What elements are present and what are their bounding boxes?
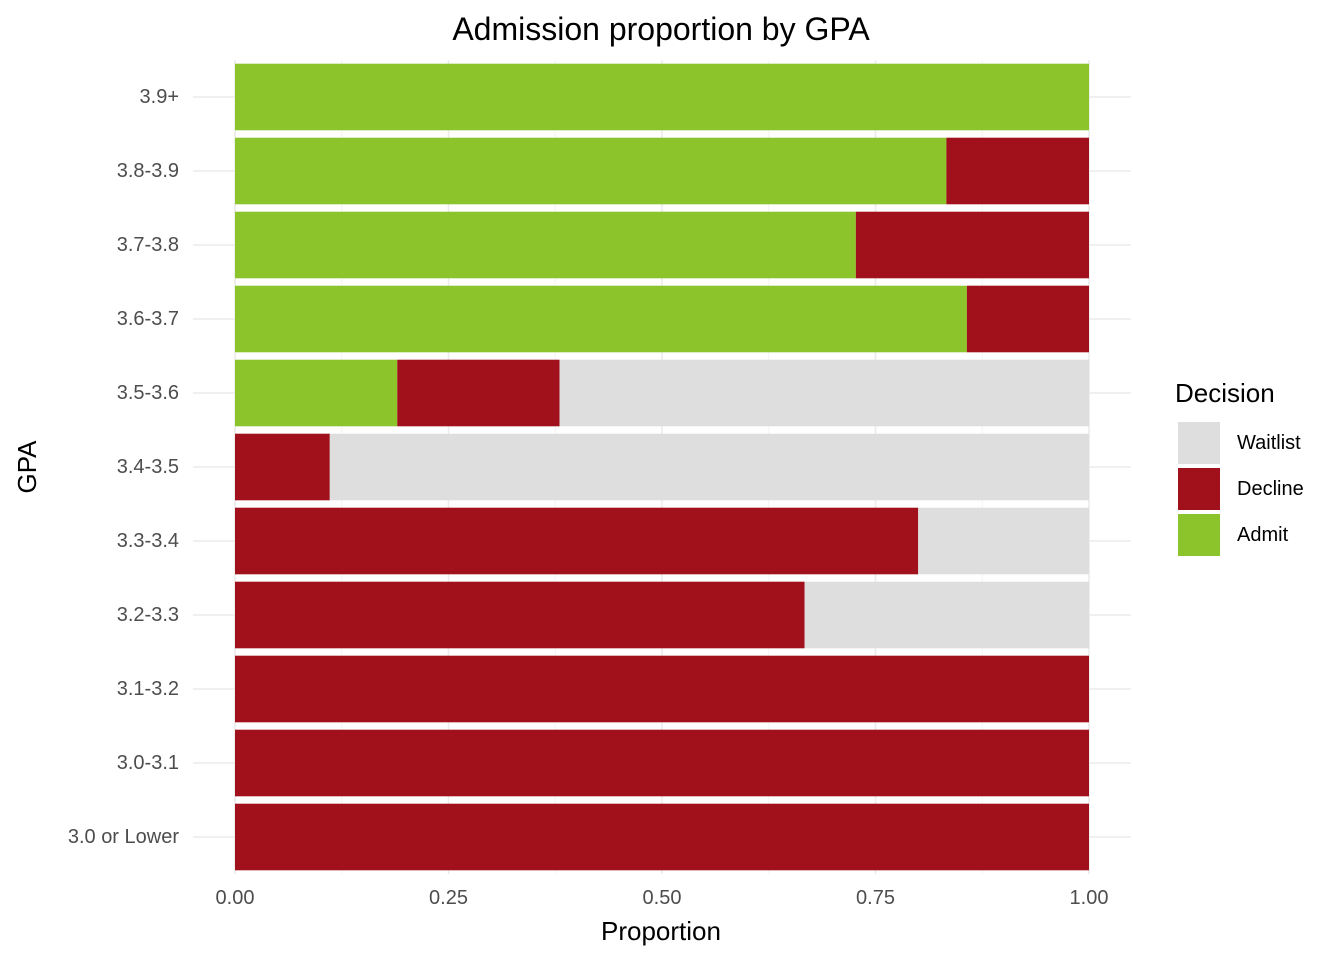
bar-decline-3-7-3-8 xyxy=(855,211,1089,279)
y-axis-tick-labels: 3.9+ 3.8-3.9 3.7-3.8 3.6-3.7 3.5-3.6 3.4-3.5 3… xyxy=(68,86,180,848)
bar-decline-3-1-3-2 xyxy=(235,655,1089,723)
bar-waitlist-3-3-3-4 xyxy=(918,507,1089,575)
bar-admit-3-7-3-8 xyxy=(235,211,856,279)
y-tick-label-3-2-3-3: 3.2-3.3 xyxy=(117,604,179,626)
y-tick-label-3-5-3-6: 3.5-3.6 xyxy=(117,382,179,404)
y-tick-label-3-0-3-1: 3.0-3.1 xyxy=(117,752,179,774)
bar-admit-3-5-3-6 xyxy=(235,359,398,427)
x-tick-label-0-25: 0.25 xyxy=(429,887,468,909)
bar-decline-3-0-or-lower xyxy=(235,803,1089,871)
y-tick-label-3-3-3-4: 3.3-3.4 xyxy=(117,530,179,552)
legend-swatch-waitlist xyxy=(1178,422,1220,464)
bar-admit-3-9 xyxy=(235,63,1089,131)
bar-decline-3-0-3-1 xyxy=(235,729,1089,797)
x-tick-label-0-50: 0.50 xyxy=(643,887,682,909)
bars xyxy=(235,63,1089,871)
legend: Decision Waitlist Decline Admit xyxy=(1175,378,1304,556)
x-tick-label-0-75: 0.75 xyxy=(856,887,895,909)
bar-waitlist-3-2-3-3 xyxy=(804,581,1089,649)
bar-admit-3-6-3-7 xyxy=(235,285,967,353)
legend-swatch-admit xyxy=(1178,514,1220,556)
bar-decline-3-4-3-5 xyxy=(235,433,330,501)
bar-decline-3-2-3-3 xyxy=(235,581,805,649)
bar-decline-3-3-3-4 xyxy=(235,507,919,575)
x-tick-label-1-00: 1.00 xyxy=(1070,887,1109,909)
bar-waitlist-3-4-3-5 xyxy=(329,433,1089,501)
y-tick-label-3-1-3-2: 3.1-3.2 xyxy=(117,678,179,700)
x-axis-title: Proportion xyxy=(601,916,721,946)
legend-label-decline: Decline xyxy=(1237,478,1304,500)
legend-label-waitlist: Waitlist xyxy=(1237,432,1301,454)
y-tick-label-3-7-3-8: 3.7-3.8 xyxy=(117,234,179,256)
y-tick-label-3-8-3-9: 3.8-3.9 xyxy=(117,160,179,182)
legend-title: Decision xyxy=(1175,378,1275,408)
y-tick-label-3-0-or-lower: 3.0 or Lower xyxy=(68,826,180,848)
bar-admit-3-8-3-9 xyxy=(235,137,947,205)
bar-waitlist-3-5-3-6 xyxy=(559,359,1089,427)
x-axis-tick-labels: 0.00 0.25 0.50 0.75 1.00 xyxy=(216,887,1109,909)
legend-swatch-decline xyxy=(1178,468,1220,510)
bar-decline-3-5-3-6 xyxy=(397,359,560,427)
x-tick-label-0-00: 0.00 xyxy=(216,887,255,909)
bar-decline-3-6-3-7 xyxy=(966,285,1089,353)
y-tick-label-3-6-3-7: 3.6-3.7 xyxy=(117,308,179,330)
y-axis-title: GPA xyxy=(12,440,42,494)
chart-title: Admission proportion by GPA xyxy=(452,11,870,47)
y-tick-label-3-9: 3.9+ xyxy=(140,86,179,108)
legend-label-admit: Admit xyxy=(1237,524,1289,546)
y-tick-label-3-4-3-5: 3.4-3.5 xyxy=(117,456,179,478)
bar-decline-3-8-3-9 xyxy=(946,137,1089,205)
